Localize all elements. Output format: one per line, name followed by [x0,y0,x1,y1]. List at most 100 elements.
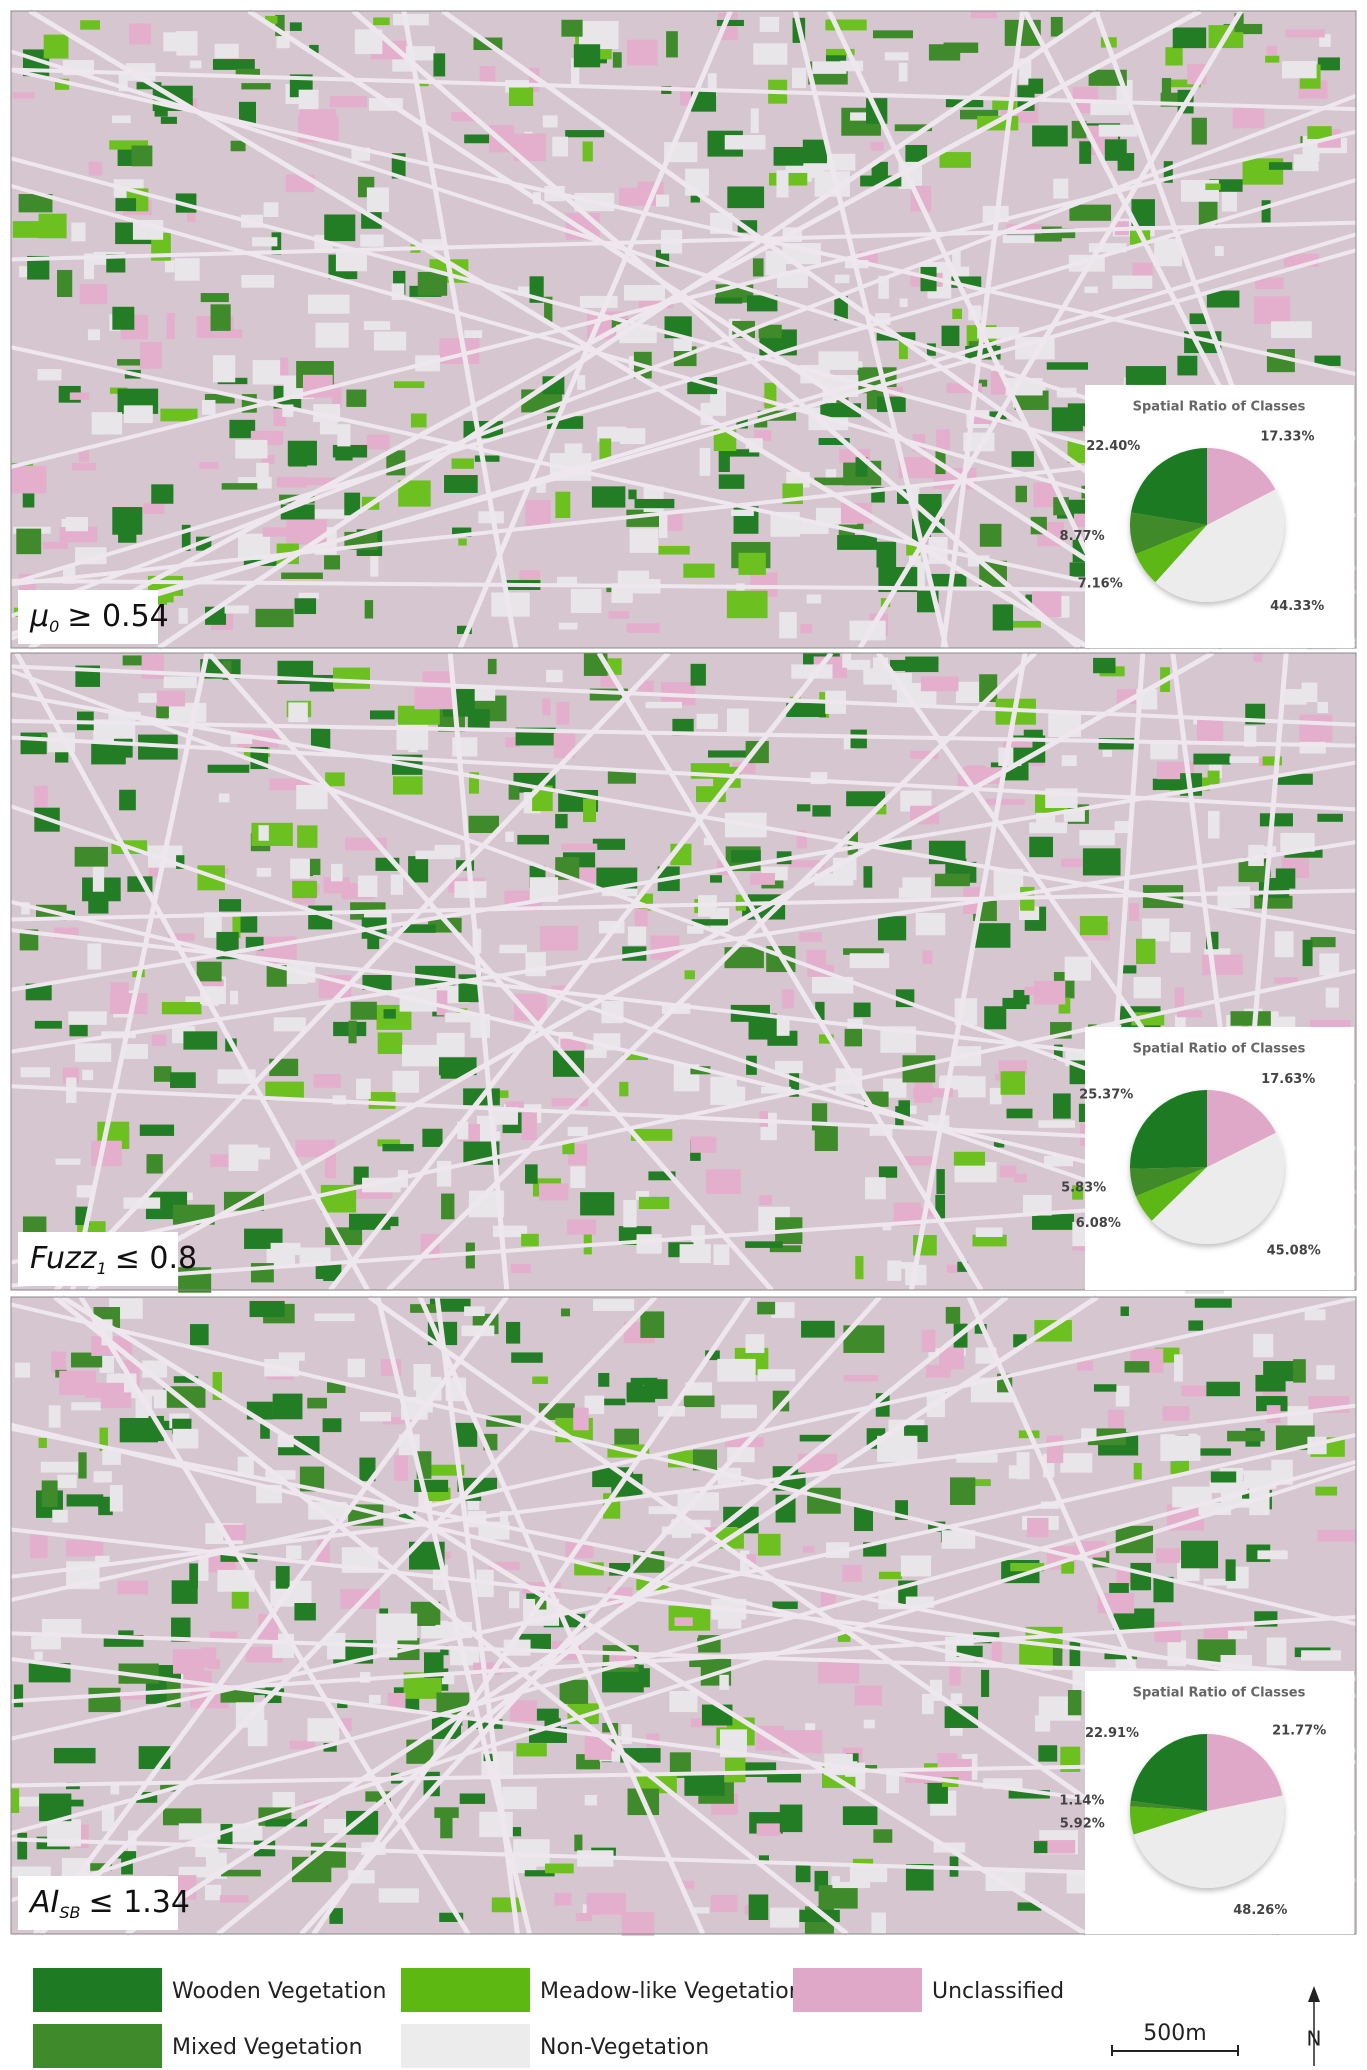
map-patch [296,785,328,810]
map-patch [765,250,786,276]
map-patch [101,1319,113,1346]
map-patch [943,42,979,53]
map-patch [669,1691,698,1713]
map-patch [683,563,715,578]
map-patch [141,654,164,679]
map-patch [802,139,828,164]
scale-bar [1111,2045,1239,2056]
map-patch [750,108,759,134]
map-patch [956,1645,983,1658]
map-patch [121,1858,133,1875]
map-patch [34,1651,43,1661]
map-patch [583,1229,592,1255]
map-patch [240,912,258,933]
map-patch [521,1112,537,1140]
map-patch [112,306,135,330]
map-patch [1077,1360,1094,1371]
map-patch [1262,756,1282,766]
map-patch [912,1088,953,1098]
map-road [792,10,949,649]
map-patch [876,804,887,815]
map-patch [1253,1333,1274,1358]
map-patch [517,834,550,845]
map-patch [230,734,253,744]
map-patch [555,813,568,829]
map-road [351,9,1081,650]
map-patch [378,1888,419,1903]
map-patch [1154,238,1182,267]
map-patch [984,1006,1007,1030]
map-patch [1310,937,1336,948]
map-patch [726,708,749,734]
map-patch [1274,931,1294,958]
map-patch [117,1580,149,1595]
map-patch [855,1256,864,1280]
map-patch [626,39,658,66]
map-patch [138,693,166,703]
map-patch [84,1382,124,1398]
map-patch [91,1140,122,1167]
map-patch [689,1655,724,1668]
map-patch [928,1115,950,1127]
condition-symbol: AI [28,1885,60,1920]
map-patch [298,592,319,599]
map-patch [34,1020,62,1029]
map-patch [1293,154,1319,172]
map-patch [235,439,268,459]
map-patch [705,1169,741,1195]
map-patch [950,1693,963,1704]
map-patch [1058,997,1071,1014]
map-patch [806,949,826,969]
map-patch [1225,1559,1236,1581]
map-patch [779,1804,803,1833]
map-patch [249,1300,285,1318]
map-patch [325,772,345,787]
map-patch [757,1301,776,1315]
map-patch [536,480,546,493]
map-patch [22,1216,47,1234]
map-patch [666,31,678,58]
map-patch [282,404,294,417]
map-patch [221,483,258,490]
map-patch [414,1479,449,1492]
map-panel [10,8,1357,651]
map-patch [172,1428,199,1449]
map-patch [779,612,797,639]
map-patch [799,1434,832,1442]
map-patch [483,1753,497,1762]
map-patch [135,1394,152,1423]
map-patch [1160,1434,1176,1462]
map-patch [101,1805,115,1832]
map-patch [1181,1540,1219,1569]
condition-subscript: SB [59,1903,80,1922]
map-patch [1265,55,1280,63]
map-patch [42,541,68,550]
map-patch [629,528,659,553]
map-road [10,1465,1357,1903]
map-patch [265,15,278,24]
map-patch [1050,16,1063,37]
map-patch [298,89,319,111]
map-patch [951,276,982,288]
map-patch [710,875,723,883]
map-patch [1133,1462,1142,1480]
map-patch [434,844,461,858]
map-patch [1214,246,1224,256]
map-patch [525,500,551,527]
map-patch [975,1227,1003,1238]
map-road [299,1295,882,1936]
pie-label: 5.92% [1060,1816,1105,1831]
map-patch [347,1358,365,1378]
map-patch [69,1024,88,1037]
map-patch [648,1506,687,1515]
map-patch [877,1435,918,1462]
map-patch [1202,954,1243,976]
map-road [10,1426,1357,1698]
map-patch [344,492,361,516]
map-patch [645,701,682,709]
map-patch [939,1347,964,1370]
pie [1130,1090,1284,1244]
map-patch [759,16,780,32]
map-patch [1084,286,1098,294]
